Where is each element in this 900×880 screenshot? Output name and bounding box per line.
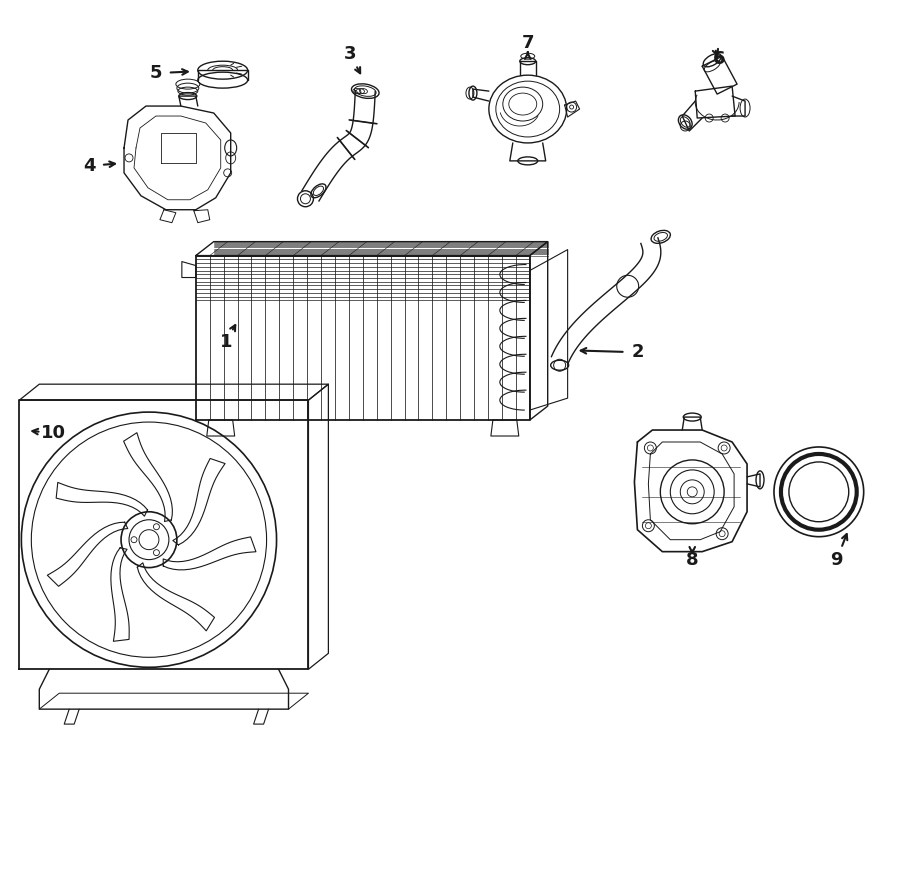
Text: 4: 4 (83, 157, 95, 175)
Text: 10: 10 (40, 424, 66, 442)
Text: 6: 6 (713, 50, 725, 69)
Text: 3: 3 (344, 45, 356, 63)
Text: 1: 1 (220, 334, 232, 351)
Text: 9: 9 (831, 551, 843, 568)
Text: 7: 7 (521, 34, 534, 52)
Text: 2: 2 (631, 343, 644, 362)
Text: 8: 8 (686, 551, 698, 568)
Text: 5: 5 (149, 64, 162, 82)
